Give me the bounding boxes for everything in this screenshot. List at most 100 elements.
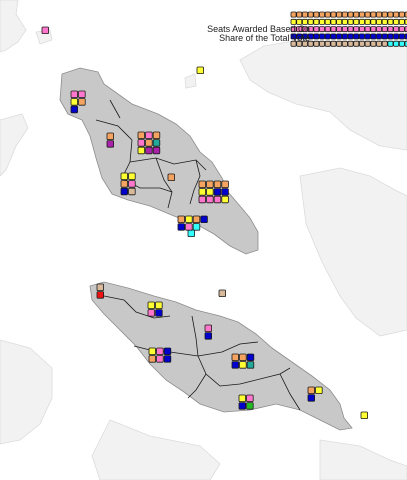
seat-marker xyxy=(204,324,212,332)
legend-seat xyxy=(398,18,405,25)
legend-seat xyxy=(296,40,303,47)
legend-seat xyxy=(330,18,337,25)
seat-marker xyxy=(128,180,136,188)
legend-seat xyxy=(319,11,325,18)
legend-seat xyxy=(313,33,320,40)
seat-marker xyxy=(360,411,368,419)
seat-marker xyxy=(128,187,136,196)
legend-seat xyxy=(347,18,354,25)
seat-marker xyxy=(41,26,49,34)
legend-seat xyxy=(381,40,388,47)
seat-marker xyxy=(213,195,222,204)
seat-marker xyxy=(177,215,185,223)
legend-seat xyxy=(341,18,348,25)
legend-seat xyxy=(319,33,325,40)
legend-seat xyxy=(358,18,365,25)
legend-seat xyxy=(370,33,377,40)
legend-seat xyxy=(330,33,337,40)
seat-marker xyxy=(187,229,195,237)
seat-marker xyxy=(177,223,185,231)
seat-marker xyxy=(231,361,239,369)
seat-marker xyxy=(156,347,164,355)
seat-marker xyxy=(218,289,226,297)
seat-marker xyxy=(185,215,193,223)
legend-seat xyxy=(307,11,314,18)
legend-seat xyxy=(296,11,303,18)
legend-seat xyxy=(301,26,308,33)
legend-seat xyxy=(313,11,320,18)
legend-seat xyxy=(381,26,388,33)
seat-marker xyxy=(198,180,206,188)
seat-marker xyxy=(78,98,86,106)
legend-seat xyxy=(393,40,400,47)
legend-seat xyxy=(341,11,348,18)
legend-seat xyxy=(398,40,405,47)
seat-marker xyxy=(206,195,214,204)
seat-marker xyxy=(96,283,104,291)
seat-marker xyxy=(145,139,153,147)
legend-seat xyxy=(376,11,382,18)
legend-seat xyxy=(347,26,354,33)
seat-marker xyxy=(315,386,323,394)
seat-marker xyxy=(137,131,145,139)
legend-seat xyxy=(398,26,405,33)
northern-district-borders xyxy=(95,99,207,209)
seat-marker xyxy=(167,173,175,181)
legend-seat xyxy=(353,18,360,25)
legend-seat xyxy=(296,26,303,33)
legend-seat xyxy=(376,26,382,33)
seat-marker xyxy=(185,223,193,231)
seat-marker xyxy=(155,309,163,317)
legend-seat xyxy=(387,33,394,40)
legend-seat xyxy=(376,18,382,25)
legend-seat xyxy=(364,33,371,40)
legend-title-line2: Share of the Total Vote xyxy=(219,33,310,43)
legend-seat xyxy=(393,26,400,33)
seat-marker xyxy=(246,402,254,410)
seat-marker xyxy=(198,188,206,196)
legend-seat xyxy=(358,40,365,47)
seat-marker xyxy=(163,347,172,355)
legend-seat xyxy=(324,26,331,33)
seat-marker xyxy=(152,139,161,147)
seat-marker xyxy=(238,402,246,410)
seat-marker xyxy=(106,132,114,140)
seat-marker xyxy=(106,140,114,148)
seat-marker xyxy=(147,309,155,317)
seat-marker xyxy=(221,180,229,188)
seat-marker xyxy=(192,223,201,231)
legend-seat xyxy=(301,40,308,47)
legend-seat xyxy=(387,26,394,33)
legend-seat xyxy=(301,33,308,40)
legend-seat xyxy=(330,26,337,33)
legend-seat xyxy=(324,11,331,18)
legend-seat xyxy=(330,11,337,18)
seat-marker xyxy=(221,188,229,196)
legend-seat xyxy=(358,33,365,40)
legend-seat xyxy=(376,40,382,47)
legend-seat xyxy=(330,40,337,47)
legend-seat xyxy=(387,11,394,18)
legend-seat xyxy=(393,33,400,40)
seat-marker xyxy=(307,394,315,402)
legend-seat xyxy=(307,40,314,47)
northern-island xyxy=(59,67,259,255)
legend-seat xyxy=(301,18,308,25)
seat-marker xyxy=(120,187,128,196)
seat-marker xyxy=(206,180,214,188)
legend-seat-grid xyxy=(290,11,407,47)
seat-clusters xyxy=(41,26,368,419)
legend-seat xyxy=(370,26,377,33)
legend-seat xyxy=(381,11,388,18)
seat-marker xyxy=(198,195,206,204)
legend-seat xyxy=(319,18,325,25)
legend-seat xyxy=(296,18,303,25)
seat-marker xyxy=(137,139,145,147)
legend-seat xyxy=(347,33,354,40)
legend-seat xyxy=(336,11,343,18)
legend-seat xyxy=(324,33,331,40)
legend-seat xyxy=(290,40,297,47)
legend-seat xyxy=(353,33,360,40)
seat-marker xyxy=(200,215,208,223)
